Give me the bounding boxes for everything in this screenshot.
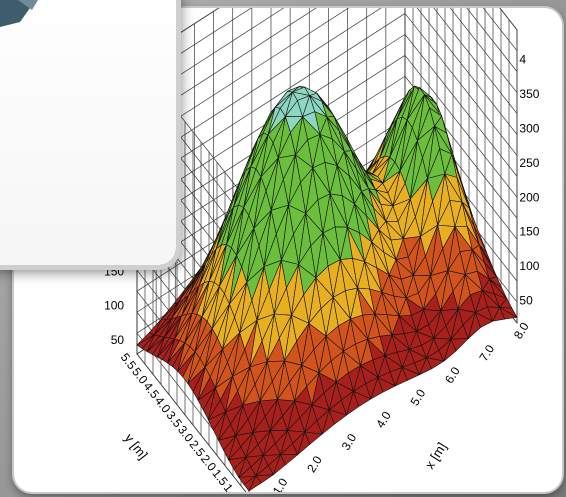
x-axis-label: x [m] <box>422 440 450 472</box>
z-tick-label: 100 <box>104 299 124 313</box>
y-axis-label: y [m] <box>122 431 151 462</box>
z-tick-label: 50 <box>111 333 125 347</box>
z-tick-label: 50 <box>519 294 533 308</box>
z-tick-label: 100 <box>519 259 539 273</box>
overlay-photo <box>0 0 38 27</box>
x-tick-label: 6.0 <box>442 364 463 386</box>
surface-plot: 1.02.03.04.05.06.07.08.01.01.52.02.53.03… <box>104 8 540 492</box>
surface-facet <box>426 357 445 370</box>
x-tick-label: 7.0 <box>476 342 497 364</box>
x-tick-label: 2.0 <box>304 453 325 475</box>
surface-facet <box>475 312 493 328</box>
x-tick-label: 1.0 <box>270 475 291 492</box>
surface-facet <box>280 454 299 466</box>
z-tick-label: 4 <box>519 53 526 67</box>
z-tick-label: 300 <box>519 122 539 136</box>
x-tick-label: 8.0 <box>511 320 532 342</box>
surface-facet <box>304 431 323 445</box>
x-tick-label: 5.0 <box>408 386 429 408</box>
z-tick-label: 250 <box>519 156 539 170</box>
y-tick-label: 1.0 <box>221 481 243 492</box>
z-tick-label: 150 <box>519 225 539 239</box>
overlay-card <box>0 0 176 265</box>
surface-facet <box>255 474 274 484</box>
z-tick-label: 150 <box>104 264 124 278</box>
surface-facet <box>353 390 372 407</box>
z-tick-label: 200 <box>519 190 539 204</box>
surface-facet <box>377 377 396 393</box>
surface-facet <box>450 338 469 352</box>
z-tick-label: 350 <box>519 87 539 101</box>
x-tick-label: 3.0 <box>339 431 360 453</box>
surface-mesh <box>136 85 518 492</box>
surface-facet <box>328 409 347 425</box>
surface-facet <box>401 367 420 381</box>
x-tick-label: 4.0 <box>373 409 394 431</box>
surface-facet <box>499 307 518 320</box>
